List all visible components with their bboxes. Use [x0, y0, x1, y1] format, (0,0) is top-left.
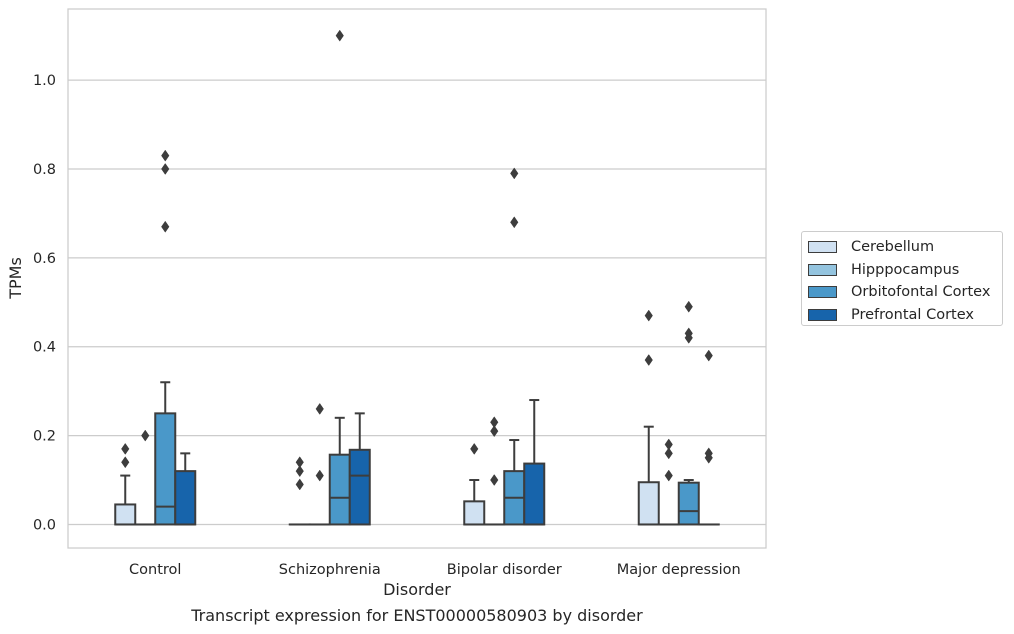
legend-swatch [808, 308, 837, 321]
figure-caption: Transcript expression for ENST0000058090… [191, 606, 643, 625]
box [328, 453, 351, 526]
legend-swatch [808, 286, 837, 299]
x-tick-label: Control [129, 562, 181, 578]
legend-label: Hipppocampus [851, 261, 960, 278]
outlier-point [315, 402, 324, 415]
legend-label: Cerebellum [851, 239, 935, 256]
outlier-point [121, 456, 130, 469]
outlier-point [490, 416, 499, 429]
x-tick-label: Bipolar disorder [447, 562, 562, 578]
outlier-point [470, 442, 479, 455]
outlier-point [510, 167, 519, 180]
legend-item-hippocampus: Hipppocampus [808, 259, 1002, 282]
series-hipppocampus [134, 402, 680, 526]
outlier-point [161, 149, 170, 162]
box [174, 470, 197, 526]
y-axis-ticks: 0.0 0.2 0.4 0.6 0.8 1.0 [33, 73, 56, 533]
box [523, 462, 546, 526]
series-orbitofontal-cortex [154, 29, 700, 526]
outlier-point [315, 469, 324, 482]
outlier-point [684, 327, 693, 340]
outlier-point [295, 465, 304, 478]
legend-item-prefrontal-cortex: Prefrontal Cortex [808, 304, 1002, 327]
box [114, 503, 137, 526]
legend-swatch [808, 263, 837, 276]
outlier-point [664, 447, 673, 460]
x-tick-label: Schizophrenia [279, 562, 381, 578]
outlier-point [684, 300, 693, 313]
outlier-point [664, 438, 673, 451]
outlier-point [141, 429, 150, 442]
outlier-point [490, 425, 499, 438]
outlier-point [335, 29, 344, 42]
box [463, 500, 486, 526]
legend: Cerebellum Hipppocampus Orbitofontal Cor… [801, 231, 1003, 326]
outlier-point [510, 216, 519, 229]
box [154, 412, 177, 526]
y-tick-label: 1.0 [33, 73, 56, 89]
y-tick-label: 0.2 [33, 429, 56, 445]
outlier-point [121, 442, 130, 455]
outlier-point [490, 474, 499, 486]
legend-label: Orbitofontal Cortex [851, 284, 991, 301]
legend-label: Prefrontal Cortex [851, 306, 974, 323]
y-tick-label: 0.6 [33, 251, 56, 267]
y-tick-label: 0.0 [33, 517, 56, 533]
legend-item-cerebellum: Cerebellum [808, 236, 1002, 259]
outlier-point [704, 447, 713, 460]
outlier-point [161, 163, 170, 175]
x-tick-label: Major depression [617, 562, 741, 578]
outlier-point [704, 349, 713, 362]
x-axis-label: Disorder [383, 580, 451, 599]
y-tick-label: 0.8 [33, 162, 56, 178]
x-axis-ticks: Control Schizophrenia Bipolar disorder Majo… [129, 562, 741, 578]
legend-item-orbitofrontal-cortex: Orbitofontal Cortex [808, 281, 1002, 304]
series-prefrontal-cortex [174, 349, 720, 526]
outlier-point [295, 478, 304, 491]
box [677, 481, 700, 526]
legend-swatch [808, 241, 837, 254]
plot-area-frame [67, 8, 767, 549]
outlier-point [644, 354, 653, 366]
series-cerebellum [114, 309, 660, 526]
outlier-point [664, 469, 673, 482]
box [637, 481, 660, 526]
box [348, 448, 371, 526]
y-tick-label: 0.4 [33, 340, 56, 356]
box-series [114, 29, 720, 526]
outlier-point [295, 456, 304, 469]
outlier-point [161, 220, 170, 233]
y-axis-label: TPMs [6, 257, 25, 300]
outlier-point [644, 309, 653, 322]
